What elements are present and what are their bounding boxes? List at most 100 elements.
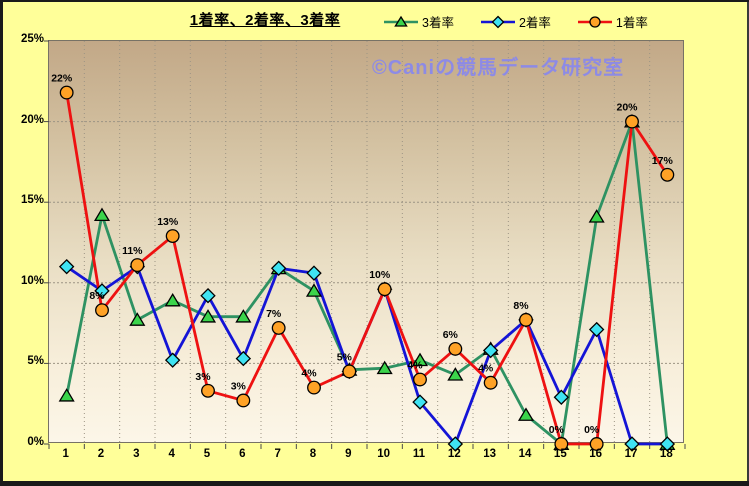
circle-marker-icon [577,15,612,28]
legend-item-place2: 2着率 [480,12,551,31]
y-axis-tick-label: 15% [20,194,44,207]
x-axis-tick-label: 13 [483,448,497,460]
data-label: 0% [549,424,565,436]
circle-marker-icon [589,15,601,28]
triangle-marker-icon [93,207,111,222]
data-label: 3% [231,381,247,393]
x-axis-tick-label: 6 [239,448,246,460]
triangle-marker-icon [383,15,419,29]
triangle-marker-icon [447,367,464,381]
data-label: 8% [513,300,529,312]
triangle-marker-icon [376,360,393,375]
diamond-marker-icon [624,436,640,452]
data-label: 6% [443,329,459,341]
data-label: 3% [195,371,211,383]
x-axis-tick-label: 15 [553,448,567,460]
x-axis-tick-label: 2 [97,448,105,460]
diamond-marker-icon [94,283,110,299]
triangle-marker-icon [129,312,146,326]
legend-label: 1着率 [615,16,648,30]
diamond-marker-icon [164,352,181,368]
x-axis-tick-label: 10 [377,448,391,460]
y-axis-tick-label: 0% [27,436,44,448]
data-label: 22% [51,73,73,85]
x-axis-tick-label: 9 [345,448,352,460]
data-label: 8% [89,290,105,302]
x-axis-tick-label: 12 [447,448,461,460]
circle-marker-icon [483,375,498,390]
circle-marker-icon [625,114,639,129]
diamond-marker-icon [270,260,287,277]
circle-marker-icon [165,229,180,244]
legend-item-place1: 1着率 [577,12,648,31]
diamond-marker-icon [480,15,515,28]
diamond-marker-icon [553,389,570,405]
y-axis-tick-label: 25% [20,33,44,45]
data-label: 20% [616,102,638,114]
x-axis-tick-label: 7 [274,448,281,460]
legend-item-place3: 3着率 [383,12,454,31]
x-axis-tick-label: 5 [203,448,211,460]
circle-marker-icon [413,372,427,387]
diamond-marker-icon [235,350,252,367]
diamond-marker-icon [412,394,428,410]
triangle-marker-icon [517,407,535,421]
circle-marker-icon [271,320,286,335]
chart-title: 1着率、2着率、3着率 [189,12,341,29]
x-axis-tick-label: 8 [309,448,317,460]
legend-label: 3着率 [422,16,454,30]
data-label: 4% [478,363,494,375]
x-axis-tick-label: 1 [62,448,69,460]
circle-marker-icon [377,282,392,297]
circle-marker-icon [577,15,613,29]
legend-label: 2着率 [518,16,551,30]
y-axis-tick-label: 20% [20,113,44,126]
watermark: ©Caniの競馬データ研究室 [372,57,625,79]
triangle-marker-icon [235,309,252,323]
data-label: 4% [407,360,423,372]
x-axis-tick-label: 14 [518,448,532,460]
circle-marker-icon [95,303,109,318]
data-label: 13% [157,216,179,228]
diamond-marker-icon [447,436,464,452]
data-label: 10% [369,269,391,281]
y-axis-tick-label: 10% [20,274,44,287]
diamond-marker-icon [480,15,516,29]
triangle-marker-icon [199,309,217,323]
triangle-marker-icon [394,15,408,27]
legend: 3着率 2着率 1着率 [383,12,648,31]
data-label: 5% [337,352,353,364]
triangle-marker-icon [411,352,429,367]
triangle-marker-icon [588,209,605,223]
circle-marker-icon [589,437,604,451]
circle-marker-icon [201,383,215,398]
circle-marker-icon [660,167,675,182]
triangle-marker-icon [164,292,181,307]
circle-marker-icon [236,393,251,408]
data-label: 11% [122,245,143,257]
circle-marker-icon [130,258,145,273]
x-axis-tick-label: 17 [624,448,638,460]
diamond-marker-icon [491,15,505,28]
x-axis-tick-label: 4 [168,448,175,460]
circle-marker-icon [519,312,533,327]
circle-marker-icon [554,437,569,451]
triangle-marker-icon [305,283,323,297]
data-label: 4% [301,368,317,380]
line-chart: 22% 8% 11% 13% 3% 3% 7% 4% 5% 10% 4% 6% 4% 8% 0% 0% 20% 1… [44,40,686,452]
x-axis-tick-label: 3 [133,448,140,460]
y-axis-tick-label: 5% [27,355,44,368]
circle-marker-icon [342,364,357,379]
diamond-marker-icon [588,321,605,338]
diamond-marker-icon [306,265,322,281]
circle-marker-icon [448,341,463,356]
data-label: 0% [584,424,600,436]
diamond-marker-icon [58,258,75,275]
circle-marker-icon [307,380,321,395]
triangle-marker-icon [58,388,75,402]
diamond-marker-icon [482,342,499,359]
data-label: 17% [652,155,674,167]
plot-area: 22% 8% 11% 13% 3% 3% 7% 4% 5% 10% 4% 6% 4% 8% 0% 0% 20% 1… [44,40,686,452]
diamond-marker-icon [659,436,676,452]
